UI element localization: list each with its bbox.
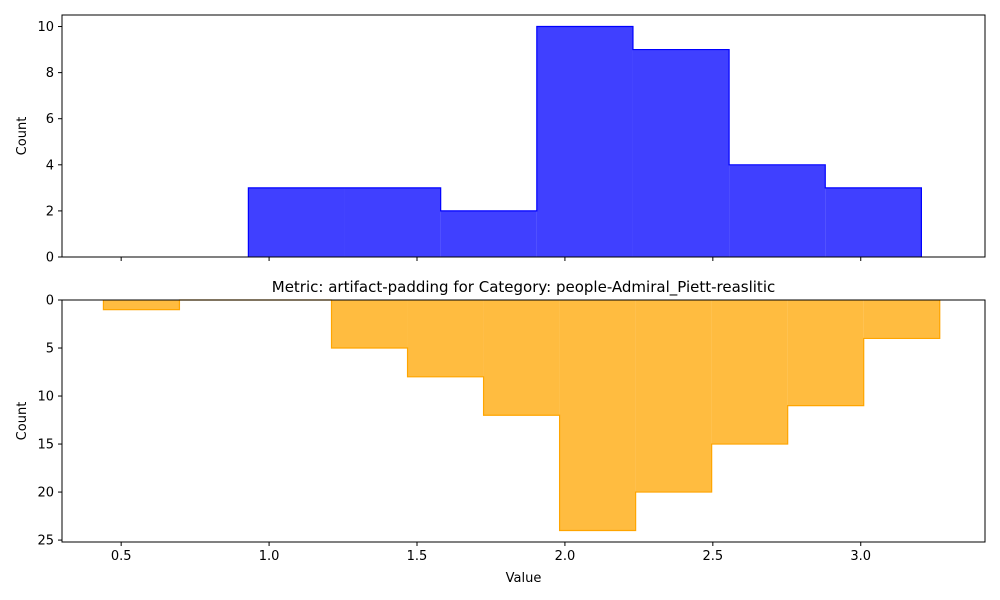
histogram-bar: [635, 300, 712, 493]
histogram-bar: [559, 300, 636, 531]
histogram-outline: [247, 25, 922, 257]
x-tick-label: 0.5: [111, 549, 132, 564]
x-tick-label: 2.0: [555, 549, 576, 564]
histogram-bar: [787, 300, 864, 406]
histogram-bar: [632, 49, 730, 258]
histogram-bar: [825, 187, 922, 257]
y-tick-label: 10: [37, 390, 54, 405]
histogram-bar: [711, 300, 788, 445]
y-tick-label: 15: [37, 438, 54, 453]
x-tick-label: 1.0: [259, 549, 280, 564]
x-tick-label: 2.5: [702, 549, 723, 564]
axes-frame: [61, 14, 986, 258]
y-axis-label: Count: [15, 117, 30, 156]
histogram-bar: [344, 187, 441, 257]
y-tick-label: 0: [46, 251, 54, 266]
y-tick-label: 5: [46, 342, 54, 357]
axes-frame: [61, 299, 986, 543]
histogram-bar: [103, 300, 180, 310]
histogram-bar: [407, 300, 484, 377]
histogram-bar: [483, 300, 560, 416]
y-axis-label: Count: [15, 402, 30, 441]
histogram-bar: [863, 300, 940, 339]
y-tick-label: 0: [46, 294, 54, 309]
y-tick-label: 25: [37, 534, 54, 549]
y-tick-label: 2: [46, 204, 54, 219]
histogram-bar: [440, 210, 537, 257]
y-tick-label: 8: [46, 66, 54, 81]
y-tick-label: 10: [37, 20, 54, 35]
histogram-bar: [729, 164, 826, 257]
y-tick-label: 4: [46, 158, 54, 173]
y-tick-label: 20: [37, 486, 54, 501]
x-tick-label: 1.5: [407, 549, 428, 564]
chart-title: Metric: artifact-padding for Category: p…: [272, 278, 775, 297]
histogram-bar: [248, 187, 345, 257]
x-tick-label: 3.0: [850, 549, 871, 564]
panel-bottom: 0 5 10 15 20 25 0.5 1.0 1.5 2.0 2.5 3.0 Count Value Me…: [15, 278, 986, 586]
histogram-bar: [536, 26, 633, 258]
panel-top: 0 2 4 6 8 10 Count: [15, 14, 986, 266]
histogram-bar: [331, 300, 408, 349]
y-tick-label: 6: [46, 112, 54, 127]
x-axis-label: Value: [506, 571, 542, 586]
